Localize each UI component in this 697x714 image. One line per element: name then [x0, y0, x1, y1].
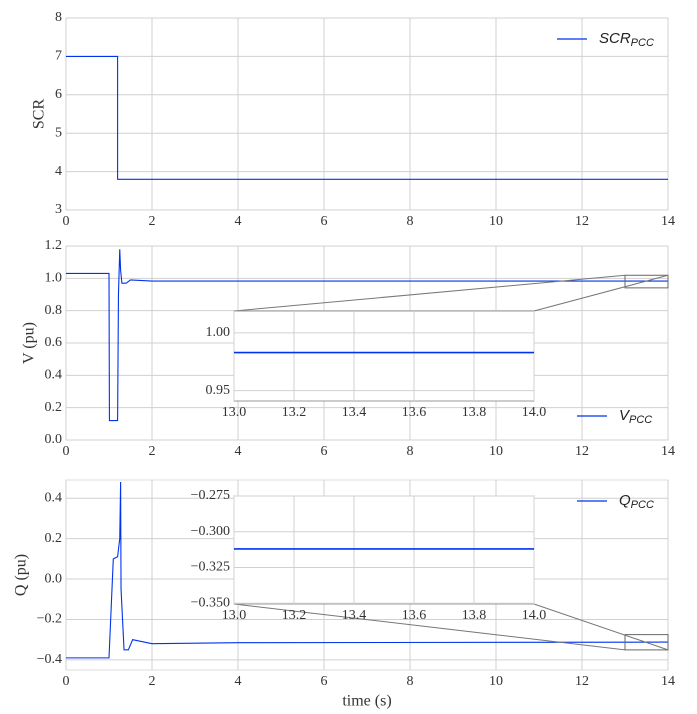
x-tick-label: 13.6: [402, 608, 427, 623]
x-tick-label: 13.2: [282, 405, 307, 420]
series-line: [66, 55, 668, 180]
y-tick-label: −0.325: [191, 560, 230, 575]
y-tick-label: 1.2: [45, 238, 63, 253]
legend-label: QPCC: [619, 492, 654, 511]
y-tick-label: 1.0: [45, 271, 63, 286]
x-tick-label: 13.2: [282, 608, 307, 623]
y-tick-label: −0.300: [191, 524, 230, 539]
series-line: [66, 482, 669, 659]
x-tick-label: 8: [407, 444, 414, 459]
legend-subscript: PCC: [631, 499, 654, 511]
legend-label: SCRPCC: [599, 30, 654, 49]
zoom-region: [624, 634, 669, 651]
legend-name: V: [619, 407, 631, 424]
zoom-connector: [533, 603, 669, 651]
x-tick-label: 8: [407, 674, 414, 689]
y-tick-label: 7: [55, 49, 62, 64]
y-tick-label: 4: [55, 164, 62, 179]
y-tick-label: 0.95: [206, 383, 231, 398]
y-tick-label: 0.6: [45, 335, 63, 350]
x-tick-label: 13.0: [222, 608, 247, 623]
x-tick-label: 13.0: [222, 405, 247, 420]
y-tick-label: 6: [55, 87, 62, 102]
x-tick-label: 14: [661, 674, 675, 689]
x-tick-label: 12: [575, 214, 589, 229]
y-tick-label: 5: [55, 125, 62, 140]
x-tick-label: 0: [63, 444, 70, 459]
y-tick-label: 8: [55, 10, 62, 25]
x-tick-label: 13.8: [462, 405, 487, 420]
x-tick-label: 8: [407, 214, 414, 229]
y-tick-label: 3: [55, 202, 62, 217]
x-tick-label: 2: [149, 444, 156, 459]
x-tick-label: 2: [149, 214, 156, 229]
x-tick-label: 10: [489, 674, 503, 689]
y-axis-label: SCR: [31, 99, 48, 130]
y-tick-label: 0.4: [45, 490, 63, 505]
legend-subscript: PCC: [631, 37, 654, 49]
x-tick-label: 4: [235, 214, 242, 229]
legend-subscript: PCC: [629, 414, 652, 426]
x-axis-label: time (s): [342, 693, 391, 710]
zoom-region: [624, 274, 669, 289]
y-tick-label: 0.4: [45, 368, 63, 383]
x-tick-label: 14: [661, 444, 675, 459]
x-tick-label: 0: [63, 674, 70, 689]
x-tick-label: 6: [321, 674, 328, 689]
y-tick-label: −0.275: [191, 488, 230, 503]
series-line: [66, 249, 668, 422]
y-tick-label: 0.2: [45, 531, 63, 546]
y-tick-label: 0.0: [45, 571, 63, 586]
zoom-connector: [233, 274, 626, 312]
x-tick-label: 12: [575, 674, 589, 689]
y-tick-label: 1.00: [206, 325, 231, 340]
x-tick-label: 4: [235, 444, 242, 459]
x-tick-label: 6: [321, 444, 328, 459]
x-tick-label: 2: [149, 674, 156, 689]
legend-name: Q: [619, 492, 631, 509]
y-axis-label: Q (pu): [13, 554, 30, 596]
y-axis-label: V (pu): [21, 322, 38, 364]
x-tick-label: 14.0: [522, 608, 547, 623]
x-tick-label: 13.4: [342, 608, 367, 623]
y-tick-label: −0.4: [37, 652, 62, 667]
x-tick-label: 13.4: [342, 405, 367, 420]
legend-name: SCR: [599, 30, 631, 47]
x-tick-label: 10: [489, 214, 503, 229]
y-tick-label: 0.8: [45, 303, 63, 318]
x-tick-label: 10: [489, 444, 503, 459]
y-tick-label: −0.350: [191, 596, 230, 611]
x-tick-label: 6: [321, 214, 328, 229]
inset-background: [233, 495, 535, 605]
plot-background: [65, 17, 669, 211]
legend-label: VPCC: [619, 407, 652, 426]
y-tick-label: 0.2: [45, 400, 63, 415]
x-tick-label: 14.0: [522, 405, 547, 420]
zoom-connector: [233, 603, 626, 651]
x-tick-label: 4: [235, 674, 242, 689]
x-tick-label: 14: [661, 214, 675, 229]
x-tick-label: 0: [63, 214, 70, 229]
x-tick-label: 13.8: [462, 608, 487, 623]
y-tick-label: −0.2: [37, 612, 62, 627]
zoom-connector: [533, 274, 669, 312]
x-tick-label: 12: [575, 444, 589, 459]
x-tick-label: 13.6: [402, 405, 427, 420]
y-tick-label: 0.0: [45, 432, 63, 447]
inset-background: [233, 310, 535, 402]
